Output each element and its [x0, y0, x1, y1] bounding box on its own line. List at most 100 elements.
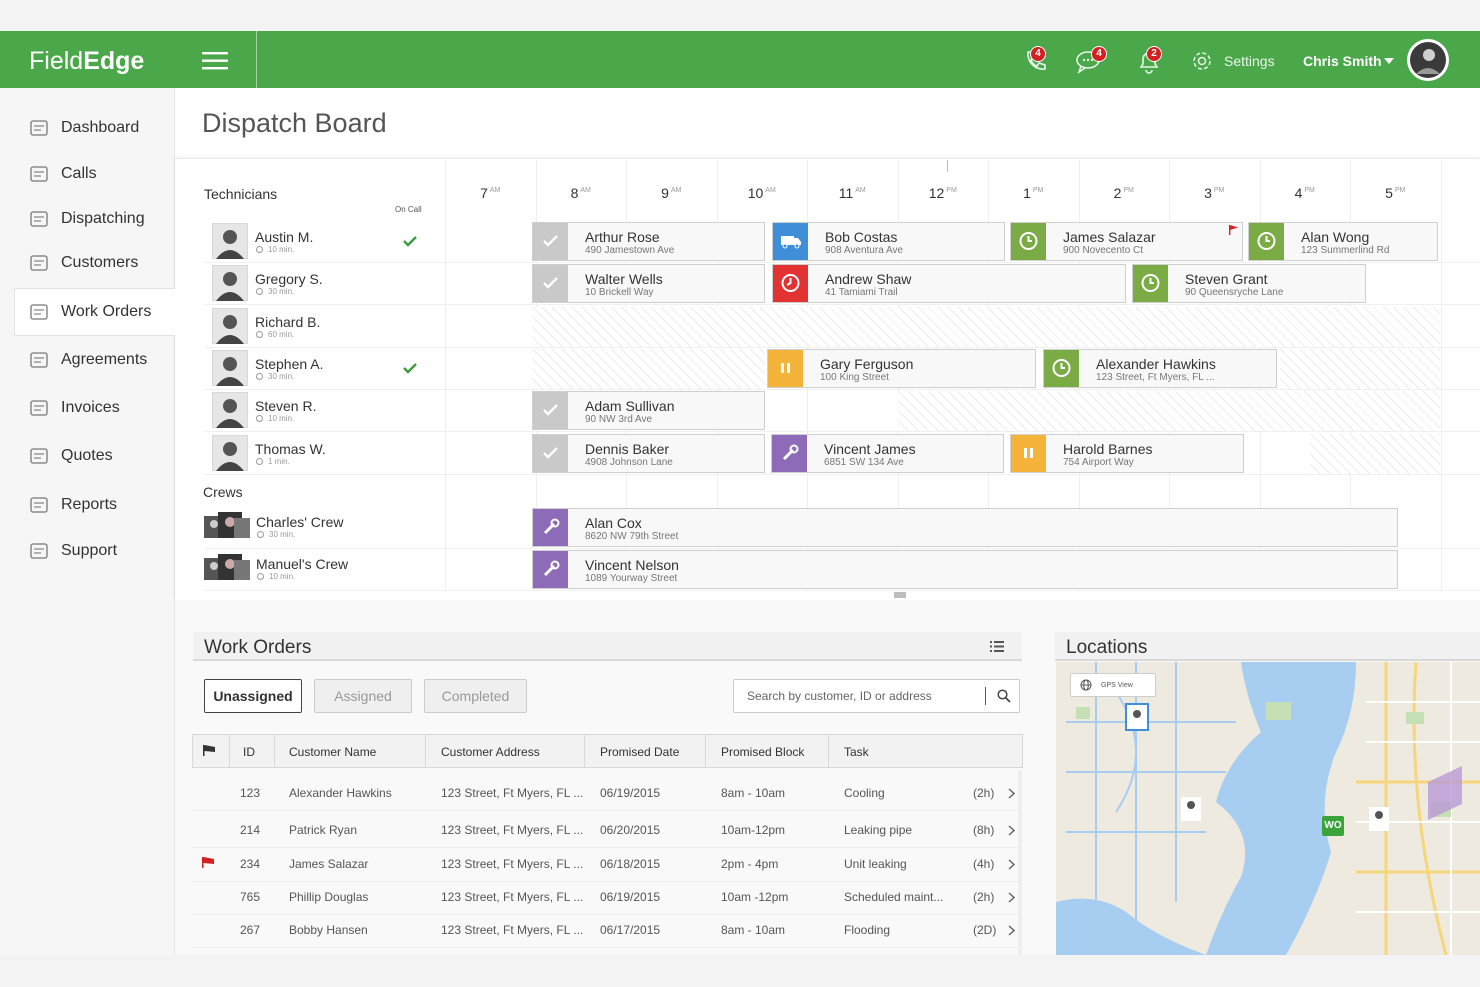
user-avatar — [1407, 39, 1449, 81]
row-chevron[interactable] — [1008, 788, 1015, 799]
row-chevron[interactable] — [1008, 825, 1015, 836]
row-chevron[interactable] — [1008, 892, 1015, 903]
tab[interactable]: Unassigned — [204, 679, 302, 713]
job-address: 90 Queensryche Lane — [1185, 287, 1284, 299]
job-card[interactable]: Alexander Hawkins 123 Street, Ft Myers, F… — [1043, 348, 1277, 388]
job-icon — [1024, 447, 1033, 458]
icon-shape — [225, 559, 235, 569]
tech-wait: 1 min. — [268, 456, 290, 466]
icon-shape — [1024, 447, 1027, 458]
row-line — [204, 473, 1480, 475]
sidebar-item[interactable]: Invoices — [61, 399, 120, 416]
icon-shape — [543, 404, 558, 416]
resize-handle[interactable] — [894, 592, 906, 598]
column-header: Task — [844, 745, 869, 759]
tab[interactable]: Completed — [424, 679, 527, 713]
hour: 10 — [747, 185, 764, 201]
job-card[interactable]: Steven Grant 90 Queensryche Lane — [1132, 264, 1366, 304]
sidebar-item[interactable]: Reports — [61, 496, 118, 513]
icon-shape — [1384, 58, 1394, 64]
sidebar-item[interactable]: Agreements — [61, 351, 148, 368]
icon-shape — [234, 518, 250, 538]
icon-shape — [204, 745, 215, 752]
tech-name[interactable]: Thomas W. — [255, 440, 326, 457]
hour-label: 10 AM — [742, 186, 782, 200]
row-line — [204, 548, 1480, 549]
sidebar-item[interactable]: Support — [61, 542, 118, 559]
row-line — [204, 388, 1480, 390]
job-card[interactable]: Bob Costas 908 Aventura Ave — [772, 222, 1005, 261]
sidebar-icon — [30, 497, 48, 513]
map-marker[interactable]: WO — [1322, 816, 1344, 836]
icon-shape — [1019, 232, 1038, 250]
search-box[interactable] — [733, 679, 1020, 713]
icon-shape — [794, 238, 801, 245]
job-card[interactable]: Walter Wells 10 Brickell Way — [532, 264, 765, 304]
loc-title: Locations — [1066, 637, 1148, 658]
job-card[interactable]: Vincent Nelson 1089 Yourway Street — [532, 550, 1398, 589]
icon-shape — [1257, 232, 1276, 250]
job-card[interactable]: Adam Sullivan 90 NW 3rd Ave — [532, 391, 765, 431]
tech-name[interactable]: Austin M. — [255, 229, 314, 245]
job-card[interactable]: Alan Cox 8620 NW 79th Street — [532, 508, 1398, 547]
cell: 123 Street, Ft Myers, FL ... — [441, 890, 584, 904]
icon-shape — [1082, 58, 1086, 62]
sidebar-icon — [30, 352, 48, 368]
sidebar-item[interactable]: Dashboard — [61, 119, 140, 136]
job-card[interactable]: James Salazar 900 Novecento Ct — [1010, 222, 1243, 261]
job-card[interactable]: Alan Wong 123 Summerlind Rd — [1248, 222, 1438, 261]
phone-icon[interactable] — [1022, 49, 1048, 75]
cell: 123 Street, Ft Myers, FL ... — [441, 823, 584, 837]
tech-name[interactable]: Steven R. — [255, 398, 317, 415]
unavailable — [1280, 348, 1440, 389]
sidebar-item[interactable]: Work Orders — [61, 303, 152, 320]
icon-shape — [1008, 825, 1015, 836]
column-separator — [584, 734, 585, 768]
tech-wait: 30 min. — [268, 287, 295, 297]
job-card[interactable]: Harold Barnes 754 Airport Way — [1010, 433, 1244, 473]
sidebar-icon — [30, 448, 48, 464]
sidebar-item[interactable]: Calls — [61, 165, 97, 182]
row-line — [192, 947, 1018, 948]
cell: 8am - 10am — [721, 786, 786, 800]
icon-shape — [210, 562, 218, 570]
menu-icon[interactable] — [202, 51, 228, 71]
icon-shape — [1133, 710, 1141, 718]
job-icon — [543, 560, 560, 577]
crew-name[interactable]: Manuel's Crew — [256, 556, 349, 572]
unavailable — [898, 391, 1440, 432]
tab[interactable]: Assigned — [314, 679, 412, 713]
hour: 4 — [1294, 185, 1303, 201]
wo-title: Work Orders — [204, 637, 312, 658]
cell: Flooding — [844, 923, 891, 937]
row-line — [192, 881, 1018, 882]
period: PM — [1123, 187, 1134, 195]
tech-name[interactable]: Stephen A. — [255, 355, 324, 372]
job-card[interactable]: Dennis Baker 4908 Johnson Lane — [532, 433, 765, 473]
map-view-label: GPS View — [1101, 682, 1133, 689]
hour-label: 3 PM — [1194, 186, 1234, 200]
crew-name[interactable]: Charles' Crew — [256, 514, 344, 530]
cell: James Salazar — [289, 857, 369, 871]
icon-shape — [1056, 898, 1206, 955]
job-icon — [1019, 232, 1038, 250]
sidebar-item[interactable]: Dispatching — [61, 210, 145, 227]
job-card[interactable]: Vincent James 6851 SW 134 Ave — [771, 433, 1004, 473]
period: AM — [765, 187, 776, 195]
period: AM — [580, 187, 591, 195]
row-chevron[interactable] — [1008, 859, 1015, 870]
row-chevron[interactable] — [1008, 925, 1015, 936]
job-card[interactable]: Gary Ferguson 100 King Street — [767, 348, 1036, 388]
tech-name[interactable]: Gregory S. — [255, 271, 323, 288]
sidebar-item[interactable]: Quotes — [61, 447, 113, 464]
cell: 8am - 10am — [721, 923, 786, 937]
user-name[interactable]: Chris Smith — [1303, 53, 1382, 69]
tech-name[interactable]: Richard B. — [255, 313, 321, 330]
period: AM — [670, 187, 682, 195]
hour-label: 4 PM — [1285, 186, 1325, 200]
cell: (8h) — [973, 823, 995, 837]
job-card[interactable]: Andrew Shaw 41 Tamiami Trail — [772, 264, 1126, 304]
sidebar-item[interactable]: Customers — [61, 254, 139, 271]
job-card[interactable]: Arthur Rose 490 Jamestown Ave — [532, 222, 765, 261]
settings-link[interactable]: Settings — [1224, 53, 1275, 69]
